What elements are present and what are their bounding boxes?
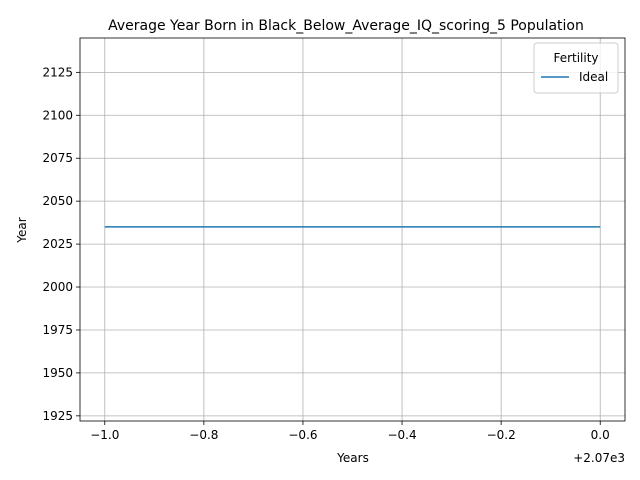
x-tick-label: −0.4: [387, 428, 416, 442]
y-tick-label: 2025: [42, 237, 73, 251]
x-tick-label: 0.0: [591, 428, 610, 442]
legend-entry-label: Ideal: [579, 70, 608, 84]
legend: Fertility Ideal: [533, 42, 619, 94]
legend-box: [533, 42, 619, 94]
y-tick-label: 2100: [42, 108, 73, 122]
ticks: −1.0 −0.8 −0.6 −0.4 −0.2 0.0 1925 1950 1975 2000 2…: [42, 65, 609, 442]
x-axis-label: Years: [336, 451, 369, 465]
x-tick-label: −1.0: [90, 428, 119, 442]
x-offset-label: +2.07e3: [573, 451, 625, 465]
y-axis-label: Year: [15, 217, 29, 243]
grid: [80, 38, 625, 421]
plot-frame: [79, 37, 626, 422]
x-tick-label: −0.2: [487, 428, 516, 442]
y-tick-label: 1925: [42, 409, 73, 423]
chart-title: Average Year Born in Black_Below_Average…: [108, 18, 584, 34]
y-tick-label: 2125: [42, 65, 73, 79]
legend-title: Fertility: [553, 51, 598, 65]
y-tick-label: 1975: [42, 323, 73, 337]
x-tick-label: −0.6: [288, 428, 317, 442]
y-tick-label: 2050: [42, 194, 73, 208]
x-tick-label: −0.8: [189, 428, 218, 442]
y-tick-label: 2000: [42, 280, 73, 294]
y-tick-label: 1950: [42, 366, 73, 380]
y-tick-label: 2075: [42, 151, 73, 165]
